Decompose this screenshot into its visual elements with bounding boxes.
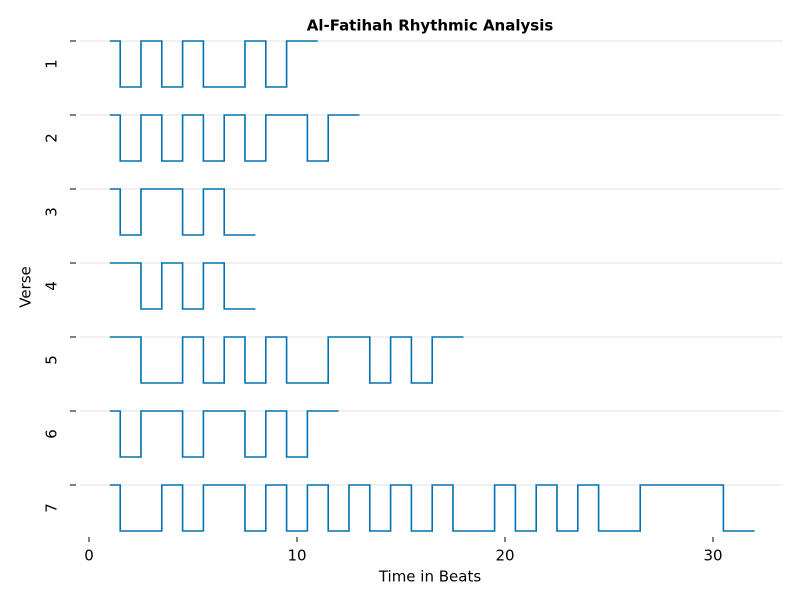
step-line <box>109 40 318 88</box>
y-tick-label: 5 <box>43 355 61 365</box>
y-tick-label: 6 <box>43 429 61 439</box>
y-tick-label: 7 <box>43 503 61 513</box>
y-tick-label: 4 <box>43 281 61 291</box>
step-line <box>109 188 256 236</box>
x-tick-label: 30 <box>703 547 722 565</box>
y-tick-label: 3 <box>43 207 61 217</box>
x-tick-label: 10 <box>287 547 306 565</box>
x-axis-label: Time in Beats <box>378 568 482 586</box>
chart-title: Al-Fatihah Rhythmic Analysis <box>307 17 554 35</box>
step-line <box>109 114 360 162</box>
y-tick-label: 1 <box>43 59 61 69</box>
y-tick-label: 2 <box>43 133 61 143</box>
step-line <box>109 262 256 310</box>
x-tick-label: 0 <box>84 547 94 565</box>
step-line <box>109 484 755 532</box>
x-tick-label: 20 <box>495 547 514 565</box>
y-axis-label: Verse <box>17 266 35 308</box>
step-line <box>109 336 464 384</box>
step-line <box>109 410 339 458</box>
